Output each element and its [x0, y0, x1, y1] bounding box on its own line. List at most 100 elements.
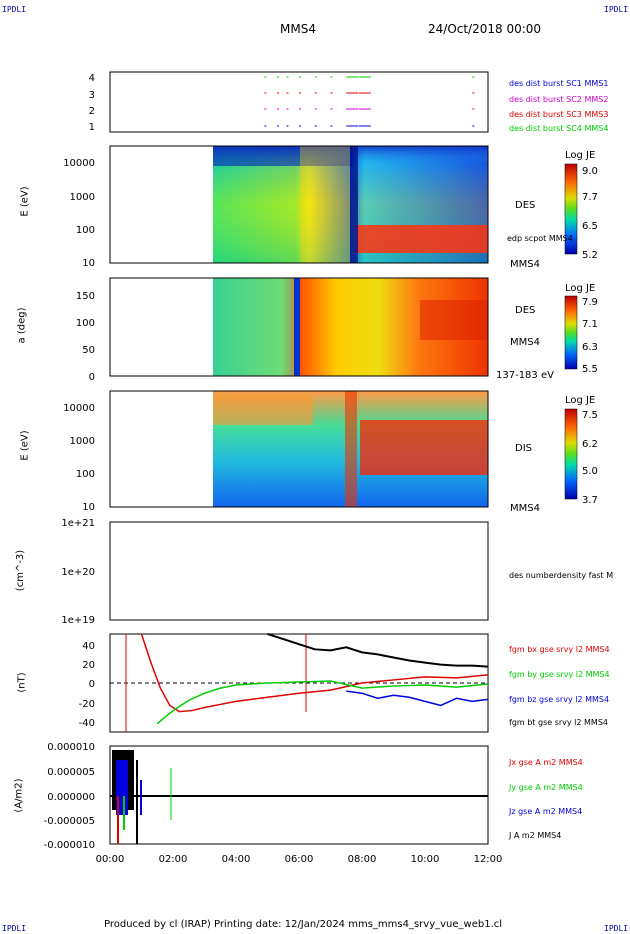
dis-energy-ytick-10000: 10000	[63, 403, 95, 414]
des-energy-cbar-tick-3: 5.2	[582, 250, 598, 261]
fgm-panel: -40 -20 0 20 40	[79, 633, 489, 733]
current-ytick-3: -0.000005	[44, 816, 95, 827]
des-energy-ytick-10000: 10000	[63, 158, 95, 169]
des-pitch-cbar-tick-0: 7.9	[582, 297, 598, 308]
burst-ytick-2: 2	[89, 106, 95, 117]
des-pitch-cbar-tick-2: 6.3	[582, 342, 598, 353]
corner-label-top-left: IPDLI	[2, 5, 27, 14]
des-pitch-label: DES	[515, 305, 536, 316]
legend-by: fgm by gse srvy l2 MMS4	[509, 670, 610, 679]
des-pitch-sc: MMS4	[510, 337, 540, 348]
legend-bx: fgm bx gse srvy l2 MMS4	[509, 645, 610, 654]
density-legend: des numberdensity fast M	[509, 571, 614, 580]
dis-energy-colorbar	[564, 408, 578, 500]
des-energy-ylabel: E (eV)	[19, 186, 31, 217]
dis-energy-cbar-tick-3: 3.7	[582, 495, 598, 506]
fgm-ytick-0: 0	[89, 679, 95, 690]
des-energy-ytick-10: 10	[82, 258, 95, 269]
time-tick-label: 04:00	[222, 854, 251, 865]
dis-energy-ytick-1000: 1000	[70, 436, 95, 447]
fgm-ytick-40: 40	[82, 641, 95, 652]
current-ytick-2: 0.000000	[47, 792, 95, 803]
des-pitch-cbar-tick-1: 7.1	[582, 319, 598, 330]
legend-mms1: des dist burst SC1 MMS1	[509, 79, 609, 88]
corner-label-bottom-right: IPDLI	[604, 924, 629, 933]
density-ytick-1e19: 1e+19	[61, 615, 95, 626]
dis-energy-label: DIS	[515, 443, 532, 454]
des-pitch-ytick-100: 100	[76, 318, 95, 329]
legend-bt: fgm bt gse srvy l2 MMS4	[509, 718, 608, 727]
time-tick-label: 00:00	[96, 854, 125, 865]
legend-j: J A m2 MMS4	[509, 831, 562, 840]
spacecraft-title: MMS4	[280, 22, 316, 36]
dis-energy-cbar-tick-2: 5.0	[582, 466, 598, 477]
footer-text: Produced by cl (IRAP) Printing date: 12/…	[104, 919, 503, 930]
dis-energy-cbar-tick-0: 7.5	[582, 410, 598, 421]
burst-panel: 4 3 2 1	[89, 71, 489, 133]
des-energy-cbar-tick-2: 6.5	[582, 221, 598, 232]
dis-energy-cbar-title: Log JE	[565, 395, 596, 406]
current-panel: 0.000010 0.000005 0.000000 -0.000005 -0.…	[44, 742, 489, 851]
legend-mms3: des dist burst SC3 MMS3	[509, 110, 609, 119]
time-tick-label: 08:00	[348, 854, 377, 865]
des-energy-sc: MMS4	[510, 259, 540, 270]
des-energy-colorbar	[564, 163, 578, 255]
fgm-ylabel: (nT)	[16, 672, 28, 693]
dis-energy-cbar-tick-1: 6.2	[582, 439, 598, 450]
des-pitch-cbar-title: Log JE	[565, 283, 596, 294]
time-tick-label: 06:00	[285, 854, 314, 865]
date-title: 24/Oct/2018 00:00	[428, 22, 542, 36]
legend-jy: Jy gse A m2 MMS4	[509, 783, 583, 792]
des-pitch-ytick-150: 150	[76, 291, 95, 302]
time-tick-label: 12:00	[474, 854, 503, 865]
fgm-bx-line	[140, 633, 489, 713]
current-ytick-4: -0.000010	[44, 840, 95, 851]
dis-energy-ytick-10: 10	[82, 502, 95, 513]
des-pitch-ytick-0: 0	[89, 372, 95, 383]
current-ylabel: (A/m2)	[13, 778, 25, 813]
des-pitch-panel: 0 50 100 150	[76, 277, 578, 383]
des-pitch-ylabel: a (deg)	[16, 307, 28, 344]
fgm-ytick-n20: -20	[79, 699, 95, 710]
dis-energy-ytick-100: 100	[76, 469, 95, 480]
corner-label-bottom-left: IPDLI	[2, 924, 27, 933]
des-pitch-cbar-tick-3: 5.5	[582, 364, 598, 375]
fgm-ytick-n40: -40	[79, 718, 95, 729]
density-ytick-1e20: 1e+20	[61, 567, 95, 578]
fgm-by-line	[156, 680, 489, 725]
time-tick-label: 10:00	[411, 854, 440, 865]
des-energy-ytick-100: 100	[76, 225, 95, 236]
des-energy-sublabel: edp scpot MMS4	[507, 234, 573, 243]
density-ytick-1e21: 1e+21	[61, 518, 95, 529]
des-pitch-ytick-50: 50	[82, 345, 95, 356]
density-ylabel: (cm^-3)	[15, 549, 27, 592]
des-pitch-energy-range: 137-183 eV	[496, 370, 554, 381]
legend-bz: fgm bz gse srvy l2 MMS4	[509, 695, 610, 704]
des-energy-cbar-tick-1: 7.7	[582, 192, 598, 203]
des-energy-cbar-title: Log JE	[565, 150, 596, 161]
burst-marks	[264, 76, 475, 127]
burst-ytick-4: 4	[89, 73, 95, 84]
burst-ytick-1: 1	[89, 122, 95, 133]
des-pitch-colorbar	[564, 295, 578, 370]
fgm-bt-line	[267, 633, 489, 668]
dis-energy-sc: MMS4	[510, 503, 540, 514]
current-ytick-1: 0.000005	[47, 767, 95, 778]
legend-mms4: des dist burst SC4 MMS4	[509, 124, 609, 133]
fgm-bz-line	[346, 690, 489, 707]
current-burst	[112, 750, 172, 844]
corner-label-top-right: IPDLI	[604, 5, 629, 14]
des-energy-ytick-1000: 1000	[70, 192, 95, 203]
legend-mms2: des dist burst SC2 MMS2	[509, 95, 609, 104]
burst-ytick-3: 3	[89, 90, 95, 101]
legend-jz: Jz gse A m2 MMS4	[509, 807, 583, 816]
fgm-ytick-20: 20	[82, 660, 95, 671]
des-energy-label: DES	[515, 200, 536, 211]
legend-jx: Jx gse A m2 MMS4	[509, 758, 583, 767]
current-ytick-0: 0.000010	[47, 742, 95, 753]
des-energy-cbar-tick-0: 9.0	[582, 166, 598, 177]
dis-energy-ylabel: E (eV)	[19, 430, 31, 461]
des-energy-panel: 10 100 1000 10000	[63, 145, 578, 269]
burst-frame	[109, 71, 489, 133]
